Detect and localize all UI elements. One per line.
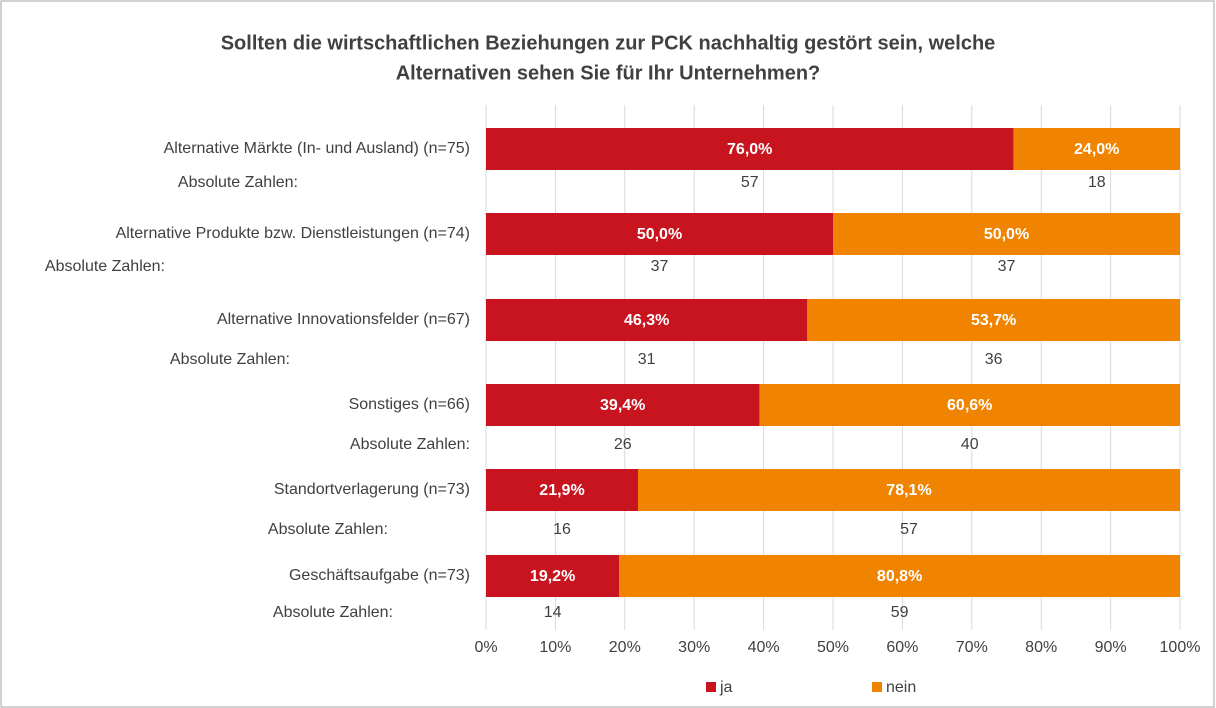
chart-title: Alternativen sehen Sie für Ihr Unternehm…: [396, 62, 821, 84]
value-label: 50,0%: [637, 226, 682, 243]
x-tick-label: 10%: [539, 639, 571, 656]
category-label: Alternative Innovationsfelder (n=67): [217, 311, 470, 328]
x-tick-label: 70%: [956, 639, 988, 656]
bar-segment: [486, 469, 638, 511]
x-tick-label: 0%: [474, 639, 497, 656]
bar-segment: [486, 128, 1014, 170]
value-label: 76,0%: [727, 141, 772, 158]
value-label: 24,0%: [1074, 141, 1119, 158]
count-label: 57: [900, 521, 918, 538]
count-label: 14: [544, 604, 562, 621]
absolute-label: Absolute Zahlen:: [45, 258, 165, 275]
absolute-label: Absolute Zahlen:: [178, 174, 298, 191]
absolute-label: Absolute Zahlen:: [170, 351, 290, 368]
value-label: 80,8%: [877, 568, 922, 585]
x-tick-label: 50%: [817, 639, 849, 656]
chart-title: Sollten die wirtschaftlichen Beziehungen…: [221, 32, 996, 54]
absolute-label: Absolute Zahlen:: [268, 521, 388, 538]
bar-segment: [486, 384, 760, 426]
value-label: 39,4%: [600, 397, 645, 414]
value-label: 53,7%: [971, 312, 1016, 329]
bar-segment: [486, 299, 808, 341]
x-tick-label: 20%: [609, 639, 641, 656]
x-tick-label: 30%: [678, 639, 710, 656]
x-tick-label: 40%: [748, 639, 780, 656]
count-label: 16: [553, 521, 571, 538]
category-label: Geschäftsaufgabe (n=73): [289, 567, 470, 584]
bar-segment: [759, 384, 1180, 426]
value-label: 60,6%: [947, 397, 992, 414]
value-label: 78,1%: [886, 482, 931, 499]
bar-segment: [619, 555, 1180, 597]
x-tick-label: 100%: [1160, 639, 1201, 656]
count-label: 31: [638, 351, 656, 368]
value-label: 19,2%: [530, 568, 575, 585]
legend-swatch: [706, 682, 716, 692]
x-tick-label: 90%: [1095, 639, 1127, 656]
count-label: 59: [891, 604, 909, 621]
bar-segment: [1013, 128, 1180, 170]
count-label: 18: [1088, 174, 1106, 191]
category-label: Sonstiges (n=66): [349, 396, 470, 413]
bar-segment: [807, 299, 1180, 341]
count-label: 40: [961, 436, 979, 453]
count-label: 57: [741, 174, 759, 191]
legend-label: nein: [886, 679, 916, 696]
value-label: 50,0%: [984, 226, 1029, 243]
count-label: 37: [998, 258, 1016, 275]
count-label: 36: [985, 351, 1003, 368]
legend-label: ja: [719, 679, 733, 696]
x-tick-label: 80%: [1025, 639, 1057, 656]
bar-segment: [833, 213, 1180, 255]
category-label: Alternative Produkte bzw. Dienstleistung…: [116, 225, 470, 242]
category-label: Alternative Märkte (In- und Ausland) (n=…: [164, 140, 470, 157]
absolute-label: Absolute Zahlen:: [273, 604, 393, 621]
bar-segment: [486, 213, 833, 255]
category-label: Standortverlagerung (n=73): [274, 481, 470, 498]
bar-segment: [486, 555, 620, 597]
count-label: 26: [614, 436, 632, 453]
absolute-label: Absolute Zahlen:: [350, 436, 470, 453]
count-label: 37: [651, 258, 669, 275]
value-label: 46,3%: [624, 312, 669, 329]
bar-segment: [637, 469, 1180, 511]
value-label: 21,9%: [539, 482, 584, 499]
legend-swatch: [872, 682, 882, 692]
x-tick-label: 60%: [886, 639, 918, 656]
